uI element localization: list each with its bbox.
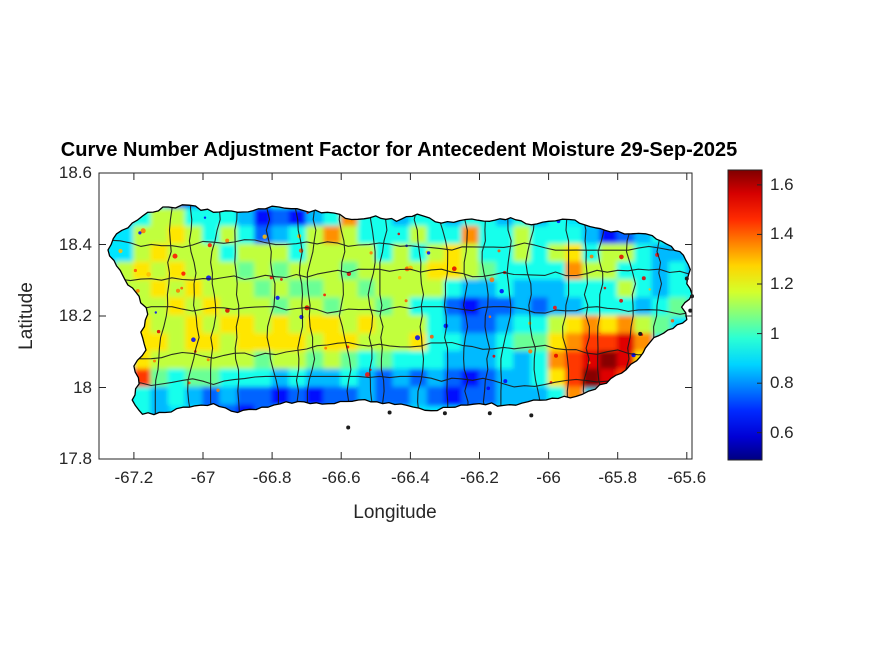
x-tick-label: -65.6 — [667, 468, 707, 487]
chart-title: Curve Number Adjustment Factor for Antec… — [60, 139, 738, 161]
colorbar-tick-label: 1.4 — [770, 224, 794, 244]
x-tick-label: -66.4 — [390, 468, 430, 487]
x-axis-label: Longitude — [353, 502, 437, 523]
colorbar-tick-label: 0.6 — [770, 422, 794, 442]
colorbar-tick-label: 0.8 — [770, 373, 794, 393]
y-tick-label: 18 — [73, 377, 92, 397]
axis-ticks — [99, 172, 692, 460]
coastline — [107, 204, 693, 416]
colorbar-tick-label: 1.6 — [770, 174, 794, 194]
x-tick-label: -66.8 — [252, 468, 292, 487]
y-axis-label: Latitude — [16, 282, 37, 350]
islet — [387, 410, 392, 415]
colorbar-tick-label: 1.2 — [770, 274, 794, 294]
islet — [346, 425, 351, 430]
islet — [529, 413, 534, 418]
x-tick-label: -66 — [536, 468, 561, 487]
x-tick-label: -66.2 — [460, 468, 499, 487]
islet — [684, 276, 689, 281]
y-tick-label: 18.4 — [58, 234, 92, 254]
colorbar-tick-label: 1 — [770, 323, 780, 343]
islet — [442, 411, 447, 416]
islet — [487, 411, 492, 416]
x-tick-label: -67 — [190, 468, 216, 487]
y-tick-label: 18.6 — [58, 163, 92, 182]
islet — [688, 308, 693, 313]
x-tick-label: -67.2 — [114, 468, 154, 487]
colorbar — [727, 169, 763, 461]
colorbar-ticks — [757, 184, 762, 434]
heatmap-layer — [108, 204, 692, 415]
islet — [638, 331, 643, 336]
y-tick-label: 18.2 — [58, 306, 92, 325]
x-tick-label: -65.8 — [598, 468, 638, 487]
x-tick-label: -66.6 — [321, 468, 361, 487]
y-tick-label: 17.8 — [58, 449, 92, 468]
